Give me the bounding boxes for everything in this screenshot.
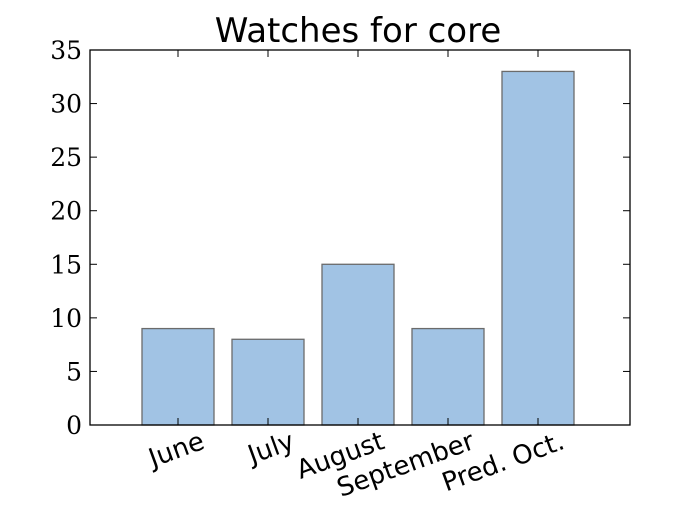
- chart-title: Watches for core: [215, 11, 502, 51]
- bar-june: [141, 327, 215, 426]
- bar-july: [231, 338, 305, 426]
- y-tick-label: 20: [50, 197, 82, 226]
- y-tick-label: 30: [50, 90, 82, 119]
- x-tick-label: July: [242, 426, 298, 471]
- y-tick-label: 35: [50, 36, 82, 65]
- bar-august: [321, 263, 395, 426]
- plot-frame: [89, 49, 631, 426]
- bars-layer: [141, 70, 575, 426]
- bar-september: [411, 327, 485, 426]
- y-tick-label: 10: [50, 304, 82, 333]
- y-tick-label: 5: [66, 357, 82, 386]
- y-axis-ticks: 0 5 10 15 20 25 30 35: [50, 36, 630, 440]
- bar-pred-oct: [501, 70, 575, 426]
- y-tick-label: 0: [66, 411, 82, 440]
- x-tick-label: June: [143, 426, 208, 474]
- axes-layer: [89, 49, 631, 426]
- y-tick-label: 25: [50, 143, 82, 172]
- y-tick-label: 15: [50, 250, 82, 279]
